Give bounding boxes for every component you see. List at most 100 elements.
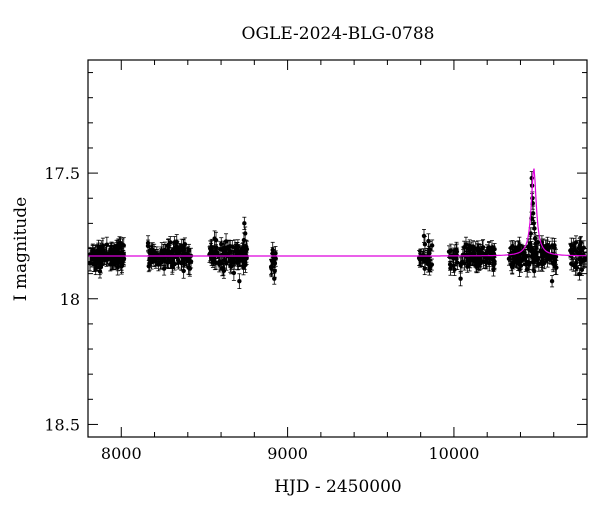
data-point — [552, 245, 557, 251]
data-point — [527, 241, 533, 246]
data-point — [118, 240, 123, 246]
data-point — [224, 252, 229, 257]
data-point — [209, 256, 214, 261]
data-point — [417, 257, 423, 262]
data-point — [458, 276, 463, 281]
data-point — [468, 251, 473, 256]
data-point — [161, 266, 167, 271]
data-point — [426, 238, 431, 244]
data-point — [455, 260, 460, 265]
data-point — [577, 257, 582, 262]
data-point — [542, 260, 547, 266]
data-point — [448, 248, 454, 253]
data-point — [236, 248, 241, 254]
data-point — [536, 261, 542, 267]
chart-title: OGLE-2024-BLG-0788 — [242, 24, 435, 44]
data-point — [553, 254, 559, 259]
data-point — [577, 243, 582, 249]
x-tick-label: 8000 — [101, 444, 142, 463]
data-point — [269, 264, 275, 269]
data-point — [272, 260, 278, 266]
data-point — [235, 257, 240, 263]
data-point — [219, 241, 224, 247]
data-point — [516, 246, 521, 251]
data-point — [549, 278, 555, 284]
data-point — [244, 246, 250, 252]
data-point — [209, 245, 214, 250]
data-point — [173, 247, 179, 252]
data-point — [170, 264, 175, 269]
data-point — [472, 258, 478, 264]
data-point — [487, 255, 492, 260]
data-point — [230, 244, 235, 249]
data-point — [582, 257, 587, 262]
data-point — [532, 226, 537, 231]
data-point — [490, 256, 496, 261]
data-point — [161, 257, 167, 262]
x-axis-label: HJD - 2450000 — [274, 477, 402, 497]
data-point — [553, 264, 558, 270]
data-point — [470, 244, 476, 249]
data-point — [520, 250, 526, 256]
y-axis-label: I magnitude — [11, 197, 31, 301]
data-point — [423, 258, 428, 264]
data-point — [573, 264, 578, 270]
data-point — [105, 256, 111, 261]
data-point — [483, 259, 489, 264]
axis-ticks: 8000 9000 10000 17.5 18 18.5 — [44, 60, 588, 463]
data-point — [476, 255, 482, 260]
data-point — [458, 263, 463, 268]
data-point — [540, 252, 545, 257]
data-point — [532, 236, 538, 241]
data-point — [272, 276, 277, 281]
data-point — [480, 245, 486, 250]
data-point — [532, 252, 537, 257]
data-point — [509, 262, 514, 267]
y-tick-label: 18 — [60, 290, 80, 309]
data-point — [427, 247, 433, 252]
data-point — [98, 264, 104, 270]
data-point — [147, 260, 152, 266]
data-point — [486, 245, 492, 250]
data-point — [579, 267, 585, 273]
data-point — [512, 254, 517, 259]
data-point — [169, 253, 175, 258]
data-point — [145, 240, 151, 246]
data-point — [534, 257, 539, 263]
data-point — [463, 242, 469, 247]
data-point — [92, 261, 97, 267]
data-point — [87, 261, 93, 266]
data-point — [551, 261, 556, 266]
data-point — [447, 262, 453, 267]
data-points — [87, 171, 588, 289]
data-point — [508, 245, 514, 251]
data-point — [217, 247, 223, 252]
data-point — [149, 250, 155, 255]
data-point — [524, 260, 529, 265]
data-point — [467, 243, 472, 249]
data-point — [544, 252, 549, 257]
data-point — [111, 250, 116, 255]
data-point — [451, 256, 456, 261]
data-point — [516, 260, 521, 265]
data-point — [533, 241, 538, 246]
data-point — [573, 248, 578, 253]
data-point — [270, 251, 275, 256]
data-point — [475, 245, 481, 251]
data-point — [153, 256, 159, 262]
data-point — [119, 264, 124, 269]
data-point — [428, 264, 433, 269]
model-curve — [88, 168, 587, 257]
data-point — [228, 263, 233, 268]
x-tick-label: 9000 — [267, 444, 308, 463]
data-point — [240, 246, 245, 252]
data-point — [181, 268, 186, 274]
data-point — [90, 248, 95, 254]
data-point — [217, 259, 222, 264]
data-point — [421, 233, 427, 239]
data-point — [422, 242, 428, 247]
data-point — [429, 243, 435, 248]
plot-frame — [87, 59, 588, 438]
data-point — [222, 257, 227, 263]
